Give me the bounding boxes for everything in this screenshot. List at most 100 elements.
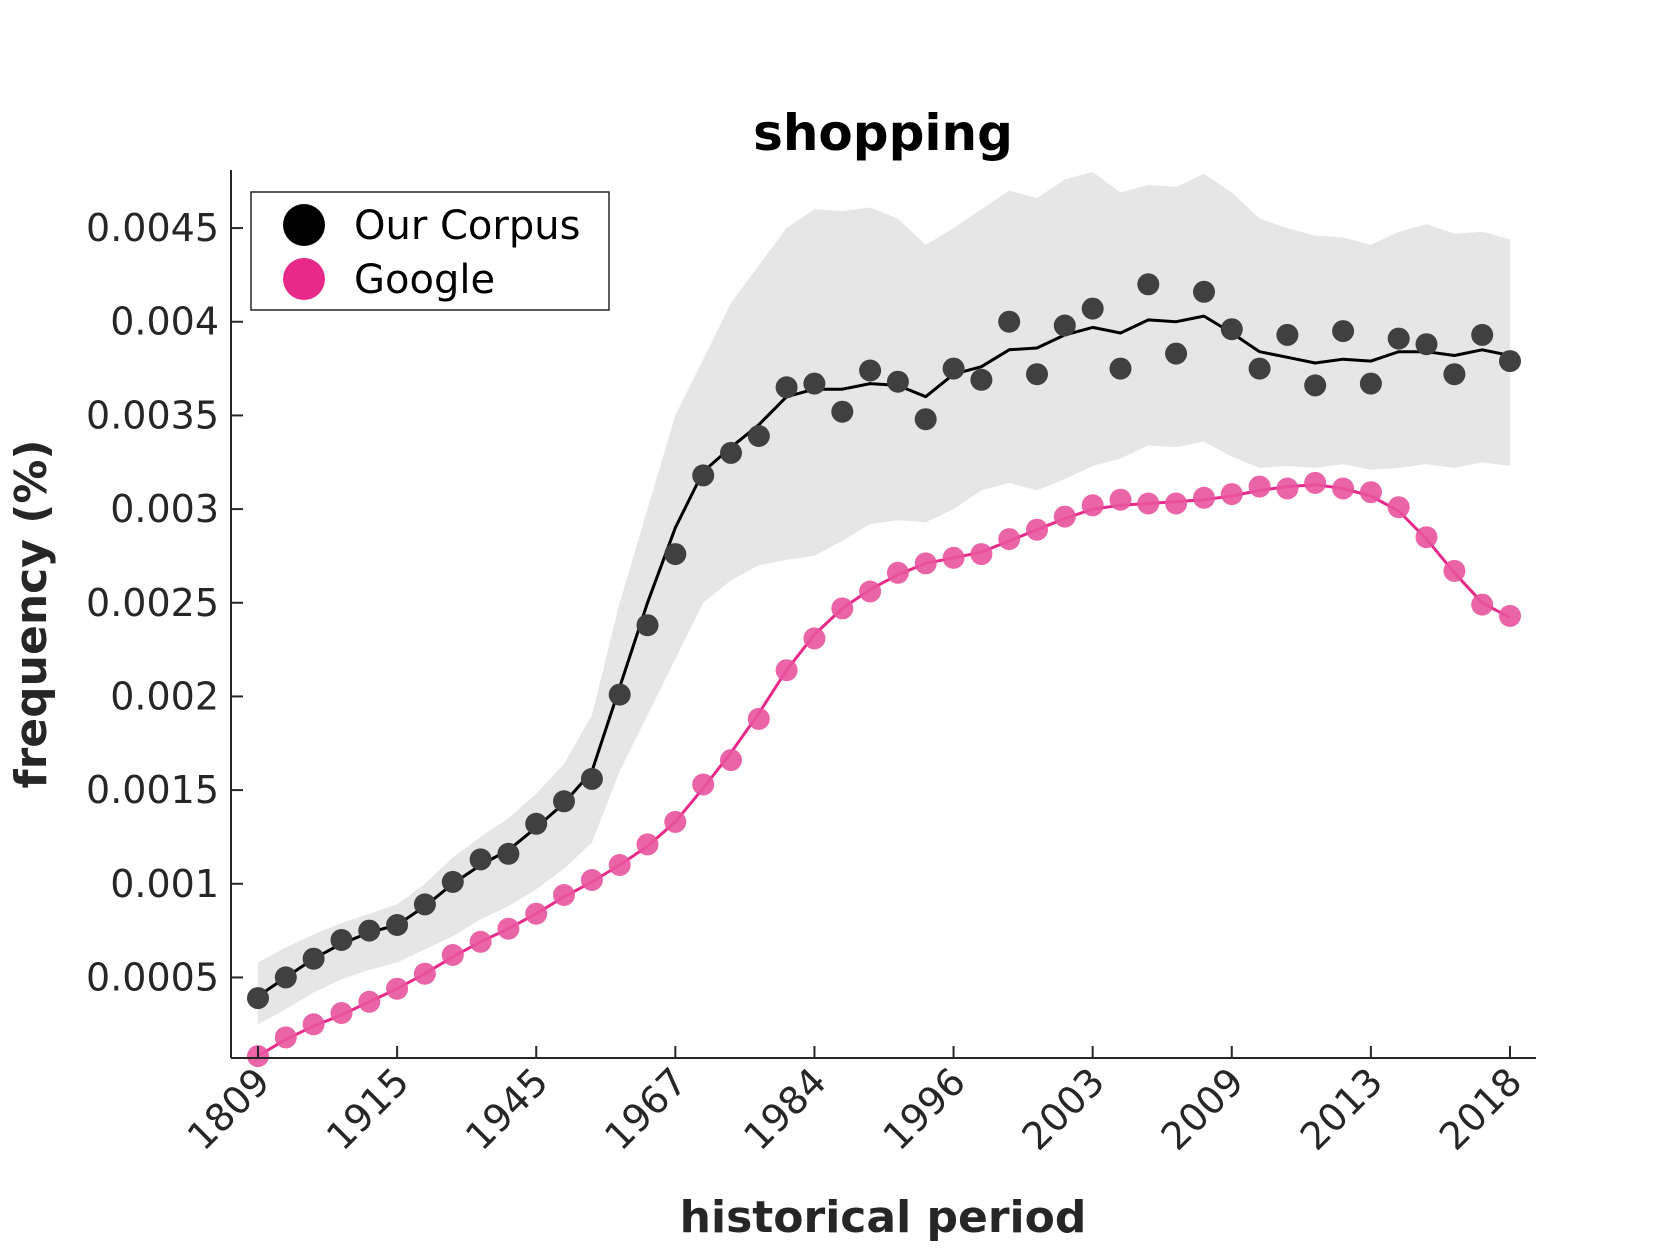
our-corpus-data-point bbox=[1276, 323, 1299, 346]
our-corpus-data-point bbox=[274, 966, 297, 989]
y-tick-label: 0.0035 bbox=[86, 393, 219, 437]
y-tick-label: 0.002 bbox=[110, 674, 219, 718]
google-data-point bbox=[803, 627, 826, 650]
our-corpus-data-point bbox=[998, 310, 1021, 333]
our-corpus-data-point bbox=[525, 812, 548, 835]
google-data-point bbox=[747, 707, 770, 730]
our-corpus-data-point bbox=[886, 370, 909, 393]
google-data-point bbox=[1443, 559, 1466, 582]
y-tick-label: 0.003 bbox=[110, 487, 219, 531]
google-data-point bbox=[1109, 488, 1132, 511]
our-corpus-data-point bbox=[1304, 374, 1327, 397]
google-data-point bbox=[386, 977, 409, 1000]
our-corpus-data-point bbox=[580, 767, 603, 790]
google-data-point bbox=[775, 659, 798, 682]
our-corpus-data-point bbox=[859, 359, 882, 382]
our-corpus-data-point bbox=[803, 372, 826, 395]
our-corpus-data-point bbox=[1081, 297, 1104, 320]
x-axis-label: historical period bbox=[680, 1192, 1087, 1243]
google-data-point bbox=[358, 990, 381, 1013]
chart-title: shopping bbox=[753, 104, 1013, 162]
our-corpus-data-point bbox=[1109, 357, 1132, 380]
our-corpus-data-point bbox=[358, 919, 381, 942]
legend-label-google: Google bbox=[354, 257, 495, 303]
google-data-point bbox=[302, 1013, 325, 1036]
our-corpus-trend-line bbox=[257, 314, 1511, 998]
our-corpus-data-point bbox=[747, 425, 770, 447]
our-corpus-data-point bbox=[330, 929, 353, 951]
google-data-point bbox=[1332, 477, 1355, 500]
our-corpus-data-point bbox=[1387, 327, 1410, 350]
google-data-point bbox=[1220, 483, 1243, 506]
our-corpus-data-point bbox=[1053, 314, 1076, 337]
google-data-point bbox=[720, 749, 742, 772]
axes bbox=[230, 170, 1536, 1059]
google-data-point bbox=[1304, 471, 1327, 494]
our-corpus-data-point bbox=[1332, 320, 1355, 343]
google-data-point bbox=[274, 1026, 297, 1049]
google-data-point bbox=[1359, 481, 1382, 504]
google-data-point bbox=[1137, 492, 1160, 515]
google-data-point bbox=[1471, 593, 1494, 616]
our-corpus-data-point bbox=[1026, 363, 1048, 386]
google-data-point bbox=[330, 1002, 353, 1024]
our-corpus-data-point bbox=[775, 376, 798, 399]
google-data-point bbox=[497, 917, 520, 940]
our-corpus-data-point bbox=[608, 683, 631, 706]
google-data-point bbox=[525, 902, 548, 925]
google-data-point bbox=[998, 528, 1021, 551]
our-corpus-data-point bbox=[413, 893, 436, 916]
y-tick-label: 0.0025 bbox=[86, 581, 219, 625]
google-data-point bbox=[1415, 526, 1438, 549]
our-corpus-data-point bbox=[386, 914, 409, 936]
our-corpus-data-point bbox=[247, 987, 269, 1010]
legend: Our Corpus Google bbox=[250, 191, 610, 311]
google-data-point bbox=[692, 773, 715, 796]
our-corpus-data-point bbox=[1165, 342, 1188, 365]
our-corpus-data-point bbox=[302, 947, 325, 970]
our-corpus-data-point bbox=[1359, 372, 1382, 395]
our-corpus-data-point bbox=[692, 464, 715, 487]
google-data-point bbox=[1026, 518, 1048, 541]
our-corpus-data-point bbox=[831, 400, 854, 423]
our-corpus-data-point bbox=[1248, 357, 1271, 380]
google-data-point bbox=[1276, 477, 1299, 500]
google-data-point bbox=[441, 944, 464, 966]
y-tick-label: 0.0045 bbox=[86, 206, 219, 250]
legend-marker-google bbox=[283, 258, 325, 300]
google-data-point bbox=[553, 884, 575, 906]
our-corpus-data-point bbox=[1193, 280, 1215, 303]
our-corpus-data-point bbox=[1471, 323, 1494, 346]
google-trend-line bbox=[257, 483, 1511, 1058]
our-corpus-data-point bbox=[720, 441, 742, 464]
google-data-point bbox=[413, 962, 436, 985]
y-tick-label: 0.0015 bbox=[86, 768, 219, 812]
google-data-point bbox=[1387, 496, 1410, 519]
google-data-point bbox=[831, 597, 854, 620]
legend-label-our-corpus: Our Corpus bbox=[354, 203, 580, 249]
our-corpus-data-point bbox=[914, 408, 937, 431]
our-corpus-data-point bbox=[441, 870, 464, 893]
google-data-point bbox=[469, 930, 492, 953]
google-data-point bbox=[1165, 492, 1188, 515]
google-data-point bbox=[942, 546, 965, 569]
legend-marker-our-corpus bbox=[283, 204, 325, 246]
google-data-point bbox=[1248, 475, 1271, 498]
google-data-point bbox=[580, 869, 603, 891]
our-corpus-data-point bbox=[1220, 318, 1243, 341]
our-corpus-data-point bbox=[664, 543, 687, 566]
google-data-point bbox=[970, 543, 993, 566]
our-corpus-data-point bbox=[942, 357, 965, 380]
our-corpus-data-point bbox=[970, 368, 993, 391]
plot-area bbox=[247, 171, 1521, 1068]
our-corpus-data-point bbox=[1137, 273, 1160, 296]
google-data-point bbox=[914, 552, 937, 575]
google-data-point bbox=[608, 854, 631, 876]
our-corpus-data-point bbox=[497, 842, 520, 865]
our-corpus-data-point bbox=[1499, 350, 1521, 373]
y-axis-label: frequency (%) bbox=[6, 439, 57, 788]
google-data-point bbox=[859, 580, 882, 603]
y-tick-label: 0.001 bbox=[110, 862, 219, 906]
our-corpus-data-point bbox=[636, 614, 659, 637]
